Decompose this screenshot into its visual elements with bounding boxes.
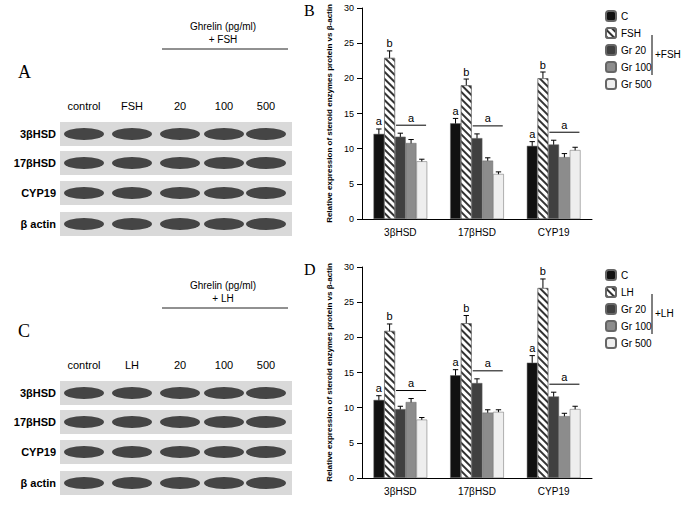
svg-text:0: 0 [349,214,354,224]
svg-text:100: 100 [215,100,233,112]
svg-text:500: 500 [257,100,275,112]
svg-text:100: 100 [215,359,233,371]
svg-text:5: 5 [349,438,354,448]
svg-text:3βHSD: 3βHSD [20,387,56,399]
svg-text:Gr 100: Gr 100 [621,321,652,332]
svg-text:a: a [452,356,459,368]
svg-text:D: D [304,261,316,278]
svg-text:5: 5 [349,179,354,189]
svg-text:control: control [67,359,100,371]
svg-text:a: a [408,112,415,124]
svg-text:b: b [387,37,393,49]
svg-text:3βHSD: 3βHSD [20,128,56,140]
svg-text:a: a [485,112,492,124]
svg-text:+ FSH: + FSH [209,34,238,45]
svg-text:C: C [621,270,628,281]
svg-text:Relative expression of steroid: Relative expression of steroid enzymes p… [325,263,334,482]
svg-text:25: 25 [344,297,354,307]
svg-text:Ghrelin (pg/ml): Ghrelin (pg/ml) [190,280,256,291]
svg-text:20: 20 [344,73,354,83]
svg-text:a: a [561,119,568,131]
svg-text:0: 0 [349,473,354,483]
svg-text:20: 20 [174,100,186,112]
svg-text:Relative expression of steroid: Relative expression of steroid enzymes p… [325,4,334,223]
svg-text:CYP19: CYP19 [538,227,570,238]
svg-text:15: 15 [344,368,354,378]
svg-text:10: 10 [344,144,354,154]
svg-text:3βHSD: 3βHSD [384,227,416,238]
svg-text:17βHSD: 17βHSD [458,486,496,497]
svg-text:Gr 500: Gr 500 [621,79,652,90]
svg-text:30: 30 [344,3,354,13]
svg-text:17βHSD: 17βHSD [458,227,496,238]
svg-text:a: a [376,382,383,394]
svg-text:10: 10 [344,403,354,413]
svg-text:a: a [529,342,536,354]
svg-text:A: A [18,62,31,82]
svg-text:500: 500 [257,359,275,371]
svg-text:CYP19: CYP19 [538,486,570,497]
svg-text:Ghrelin (pg/ml): Ghrelin (pg/ml) [190,21,256,32]
svg-text:17βHSD: 17βHSD [14,416,56,428]
svg-text:+ LH: + LH [212,293,233,304]
svg-text:B: B [304,2,315,19]
svg-text:control: control [67,100,100,112]
svg-text:3βHSD: 3βHSD [384,486,416,497]
svg-text:a: a [376,115,383,127]
svg-text:b: b [387,310,393,322]
svg-text:20: 20 [174,359,186,371]
svg-text:LH: LH [621,287,634,298]
svg-text:b: b [463,302,469,314]
svg-text:β actin: β actin [21,477,57,489]
svg-text:b: b [540,59,546,71]
svg-text:17βHSD: 17βHSD [14,157,56,169]
svg-text:CYP19: CYP19 [21,446,56,458]
svg-text:30: 30 [344,262,354,272]
svg-text:Gr 20: Gr 20 [621,45,646,56]
svg-text:Gr 500: Gr 500 [621,338,652,349]
svg-text:β actin: β actin [21,218,57,230]
svg-text:Gr 100: Gr 100 [621,62,652,73]
svg-text:20: 20 [344,332,354,342]
svg-text:b: b [463,66,469,78]
svg-text:LH: LH [125,359,139,371]
svg-text:a: a [485,357,492,369]
svg-text:Gr 20: Gr 20 [621,304,646,315]
svg-text:25: 25 [344,38,354,48]
svg-text:+LH: +LH [655,308,674,319]
svg-text:FSH: FSH [621,28,641,39]
svg-text:C: C [18,321,30,341]
svg-text:FSH: FSH [121,100,143,112]
svg-text:a: a [408,377,415,389]
svg-text:a: a [452,105,459,117]
svg-text:a: a [561,371,568,383]
svg-text:CYP19: CYP19 [21,187,56,199]
svg-text:a: a [529,128,536,140]
svg-text:b: b [540,265,546,277]
svg-text:+FSH: +FSH [655,49,681,60]
svg-text:15: 15 [344,109,354,119]
svg-text:C: C [621,11,628,22]
